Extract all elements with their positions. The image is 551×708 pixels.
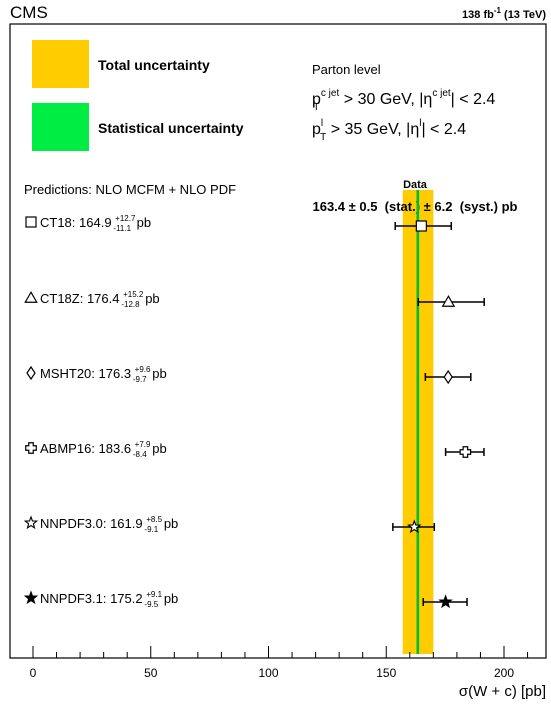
prediction-row: CT18: 164.9 +12.7 -11.1 pb [25, 214, 452, 233]
prediction-label-down: -12.8 [121, 300, 140, 309]
prediction-label-main: CT18Z: 176.4 [40, 291, 123, 306]
legend-total-swatch [32, 40, 89, 88]
open-triangle-legend-icon [24, 291, 38, 303]
cuts-1-sup: c jet [321, 88, 340, 99]
prediction-row: MSHT20: 176.3 +9.6 -9.7 pb [26, 365, 472, 385]
prediction-label-main: CT18: 164.9 [40, 215, 115, 230]
prediction-label-main: ABMP16: 183.6 [40, 441, 135, 456]
prediction-label-main: NNPDF3.1: 175.2 [40, 591, 146, 606]
prediction-label-up: +8.5 [146, 515, 162, 524]
prediction-label-unit: pb [160, 591, 178, 606]
legend-stat-label: Statistical uncertainty [98, 120, 244, 136]
cuts-line-2: pl T > 35 GeV, |ηl| < 2.4 [312, 118, 466, 143]
prediction-row: ABMP16: 183.6 +7.9 -8.4 pb [25, 440, 485, 459]
prediction-label-down: -8.4 [133, 450, 147, 459]
cuts-1-end: | < 2.4 [451, 91, 496, 108]
prediction-row: NNPDF3.0: 161.9 +8.5 -9.1 pb [23, 515, 436, 534]
statistical-uncertainty-band [416, 190, 420, 654]
prediction-marker [407, 519, 422, 534]
prediction-label-down: -9.7 [133, 375, 147, 384]
prediction-label-unit: pb [149, 441, 167, 456]
cuts-2-end: | < 2.4 [421, 121, 466, 138]
x-tick-label: 200 [494, 666, 514, 680]
data-title: Data [403, 179, 428, 191]
cuts-1-sub: T [313, 102, 319, 113]
prediction-label-up: +7.9 [135, 440, 151, 449]
predictions-header: Predictions: NLO MCFM + NLO PDF [24, 182, 236, 197]
cuts-2-p: p [312, 121, 321, 138]
cuts-2-sup: l [321, 118, 323, 129]
x-tick-label: 100 [258, 666, 278, 680]
prediction-label: NNPDF3.0: 161.9 +8.5 -9.1 pb [40, 515, 178, 534]
prediction-label-unit: pb [149, 366, 167, 381]
cuts-1-sup2: c jet [432, 88, 451, 99]
cuts-level: Parton level [312, 62, 381, 77]
x-tick-label: 0 [30, 666, 37, 680]
x-axis-label: σ(W + c) [pb] [459, 683, 546, 700]
prediction-label: CT18: 164.9 +12.7 -11.1 pb [40, 214, 151, 233]
lumi-label: 138 fb-1 (13 TeV) [462, 6, 546, 21]
prediction-label-down: -9.5 [144, 600, 158, 609]
open-square-legend-icon [25, 216, 37, 228]
lumi-exponent: -1 [494, 6, 502, 15]
prediction-label-unit: pb [133, 215, 151, 230]
filled-star-legend-icon [23, 590, 39, 605]
lumi-energy: (13 TeV) [501, 9, 546, 21]
open-cross-legend-icon [25, 442, 37, 454]
plot-frame [9, 23, 547, 659]
x-tick-label: 150 [376, 666, 396, 680]
prediction-marker [415, 220, 427, 232]
open-star-legend-icon [23, 515, 39, 530]
x-axis: 0 50 100 150 200 [30, 646, 529, 680]
legend-stat-swatch [32, 103, 89, 151]
prediction-marker [438, 594, 453, 609]
cuts-line-1: pc jet T > 30 GeV, |ηc jet| < 2.4 [312, 88, 495, 113]
prediction-label-down: -11.1 [113, 224, 131, 233]
prediction-marker [441, 295, 456, 307]
cuts-1-mid: > 30 GeV, |η [339, 91, 432, 108]
x-tick-label: 50 [144, 666, 158, 680]
cuts-2-mid: > 35 GeV, |η [326, 121, 419, 138]
cuts-2-sub: T [320, 132, 326, 143]
prediction-label-up: +9.1 [146, 590, 162, 599]
prediction-label-main: NNPDF3.0: 161.9 [40, 516, 146, 531]
prediction-label: MSHT20: 176.3 +9.6 -9.7 pb [40, 365, 167, 384]
prediction-label-unit: pb [160, 516, 178, 531]
prediction-label: CT18Z: 176.4 +15.2 -12.8 pb [40, 290, 160, 309]
data-value-label: 163.4 ± 0.5 (stat.) ± 6.2 (syst.) pb [312, 199, 517, 214]
prediction-label-up: +15.2 [123, 290, 144, 299]
prediction-row: CT18Z: 176.4 +15.2 -12.8 pb [24, 290, 485, 309]
open-diamond-legend-icon [26, 365, 36, 381]
lumi-value: 138 fb [462, 9, 494, 21]
prediction-marker [459, 446, 472, 458]
legend-total-label: Total uncertainty [98, 57, 210, 73]
prediction-marker [443, 369, 453, 385]
prediction-row: NNPDF3.1: 175.2 +9.1 -9.5 pb [23, 590, 468, 609]
prediction-label-up: +12.7 [115, 214, 136, 223]
prediction-label: ABMP16: 183.6 +7.9 -8.4 pb [40, 440, 167, 459]
prediction-label-unit: pb [142, 291, 160, 306]
prediction-label-down: -9.1 [144, 525, 158, 534]
prediction-label-up: +9.6 [135, 365, 151, 374]
prediction-label-main: MSHT20: 176.3 [40, 366, 135, 381]
prediction-label: NNPDF3.1: 175.2 +9.1 -9.5 pb [40, 590, 178, 609]
cuts-1-p: p [312, 91, 321, 108]
cuts-2-sup2: l [419, 118, 421, 129]
experiment-label: CMS [10, 3, 48, 22]
